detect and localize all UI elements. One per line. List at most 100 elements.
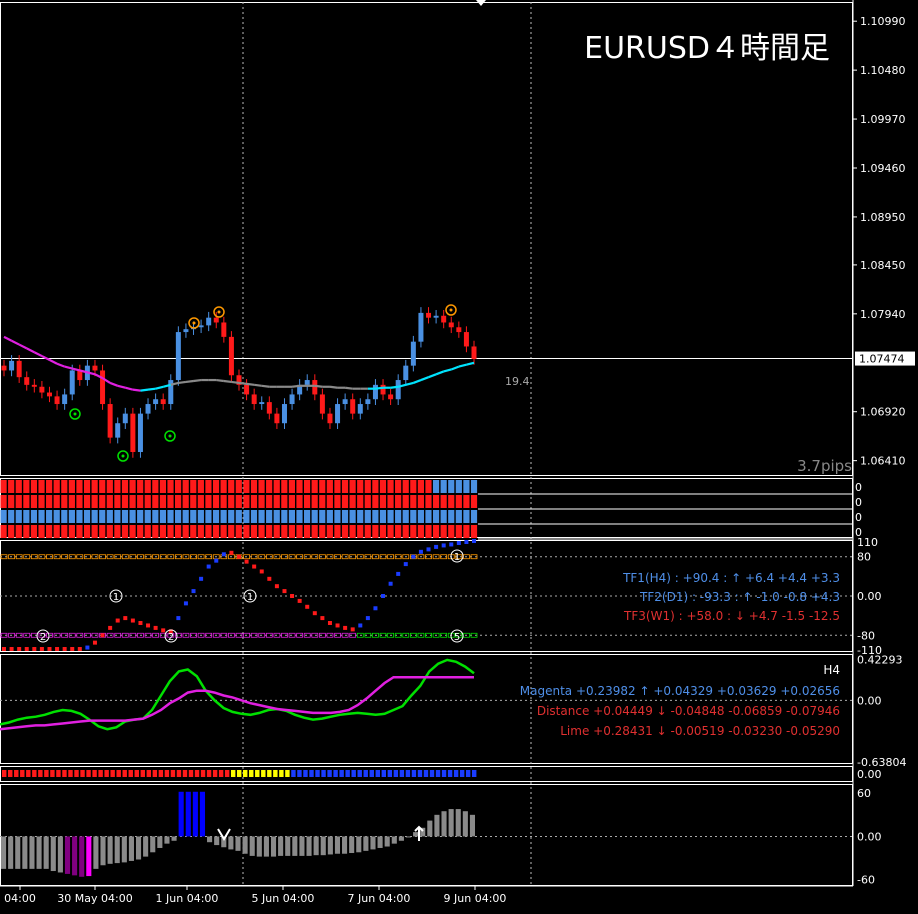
osc1-lower-band-dot (349, 632, 357, 638)
candle-body (122, 413, 128, 424)
osc1-upper-band-dot (53, 554, 61, 560)
candle-body (39, 386, 45, 393)
signal-marker (164, 430, 176, 442)
candle-body (395, 380, 401, 400)
osc1-upper-band-dot (341, 554, 349, 560)
signal-strip-cell (92, 770, 97, 777)
histogram-bar (441, 811, 447, 837)
heatmap-cell (30, 480, 38, 493)
heatmap-cell (182, 510, 189, 523)
osc1-upper-band-dot (281, 554, 288, 560)
histogram-bar (93, 836, 99, 869)
signal-strip-cell (188, 770, 194, 777)
heatmap-cell (197, 480, 204, 493)
osc1-lower-band-dot (288, 632, 296, 638)
osc1-lower-band-dot (197, 632, 205, 638)
histogram-bar (221, 836, 227, 848)
osc1-point (39, 647, 44, 652)
candle-body (418, 312, 424, 342)
osc1-upper-band-dot (114, 554, 122, 560)
price-tick-label: 1.08950 (860, 211, 906, 224)
oscillator-pane: 1 2 2 5 1 1 TF1(H4) : +90.4 : ↑ +6.4 +4.4 +3.3… (0, 539, 853, 652)
time-tick-label: 1 Jun 04:00 (156, 892, 219, 905)
heatmap-cell (470, 510, 478, 523)
heatmap-cell (341, 495, 349, 508)
osc1-lower-band-dot (53, 632, 61, 638)
heatmap-cell (425, 480, 432, 493)
osc1-upper-band-dot (83, 554, 91, 560)
osc2-tick-label: -0.63804 (857, 756, 906, 769)
osc1-point (206, 564, 211, 569)
heatmap-cell (402, 480, 409, 493)
histogram-bar (413, 832, 419, 837)
heatmap-cell (106, 510, 113, 523)
heatmap-row-value: 0 (855, 481, 862, 494)
heatmap-cell (129, 480, 136, 493)
heatmap-cell (372, 510, 379, 523)
heatmap-cell (311, 510, 318, 523)
hist-tick-label: -60 (857, 874, 875, 887)
osc1-point (183, 601, 188, 606)
histogram-bar (72, 836, 78, 876)
histogram-bar (363, 836, 369, 851)
heatmap-cell (281, 525, 288, 538)
osc2-legend-line: Magenta +0.23982 ↑ +0.04329 +0.03629 +0.… (520, 684, 840, 698)
heatmap-cell (0, 525, 7, 538)
osc1-point (138, 621, 143, 625)
heatmap-cell (99, 510, 106, 523)
osc1-upper-band-dot (30, 554, 38, 560)
histogram-bar (1, 836, 7, 869)
osc1-point (358, 623, 363, 628)
heatmap-cell (281, 495, 288, 508)
signal-marker-dot (121, 454, 125, 458)
heatmap-cell (410, 495, 417, 508)
osc1-upper-band-dot (387, 554, 395, 560)
signal-strip-cell (315, 770, 320, 777)
heatmap-cell (46, 480, 53, 493)
heatmap-cell (470, 495, 478, 508)
heatmap-cell (379, 510, 387, 523)
signal-strip-cell (291, 770, 296, 777)
heatmap-cell (334, 495, 341, 508)
osc1-lower-band-dot (470, 632, 478, 638)
price-tick-label: 1.08450 (860, 259, 906, 272)
osc1-point (290, 594, 295, 598)
osc1-upper-band-dot (273, 554, 281, 560)
osc1-upper-band-dot (311, 554, 319, 560)
signal-strip-cell (218, 770, 224, 777)
candle-body (266, 402, 272, 414)
histogram-bar (43, 836, 49, 869)
heatmap-cell (326, 510, 333, 523)
heatmap-cell (46, 495, 53, 508)
osc1-lower-band-dot (334, 632, 341, 638)
osc1-point (434, 544, 439, 549)
osc1-lower-band-dot (114, 632, 122, 638)
price-tick-label: 1.09460 (860, 162, 906, 175)
heatmap-cell (121, 510, 129, 523)
signal-strip-cell (98, 770, 103, 777)
heatmap-cell (121, 480, 129, 493)
histogram-bar (420, 827, 426, 837)
signal-strip-cell (140, 770, 146, 777)
osc1-lower-band-dot (83, 632, 91, 638)
heatmap-cell (334, 525, 341, 538)
heatmap-cell (432, 480, 440, 493)
osc1-lower-band-dot (425, 632, 432, 638)
heatmap-cell (61, 525, 68, 538)
osc1-point (176, 616, 181, 621)
signal-strip-cell (285, 770, 290, 777)
hist-tick-label: 0.00 (857, 830, 882, 843)
heatmap-cell (15, 480, 22, 493)
signal-strip-cell (417, 770, 423, 777)
osc1-lower-band-dot (46, 632, 53, 638)
osc1-upper-band-dot (159, 554, 167, 560)
histogram-bar (207, 836, 213, 843)
osc1-upper-band-dot (455, 554, 463, 560)
moving-average-segment (238, 381, 247, 385)
candle-body (335, 404, 341, 424)
osc1-point (426, 547, 431, 552)
candle-body (160, 399, 166, 405)
heatmap-cell (182, 495, 189, 508)
osc1-upper-band-dot (137, 554, 144, 560)
heatmap-cell (167, 480, 174, 493)
